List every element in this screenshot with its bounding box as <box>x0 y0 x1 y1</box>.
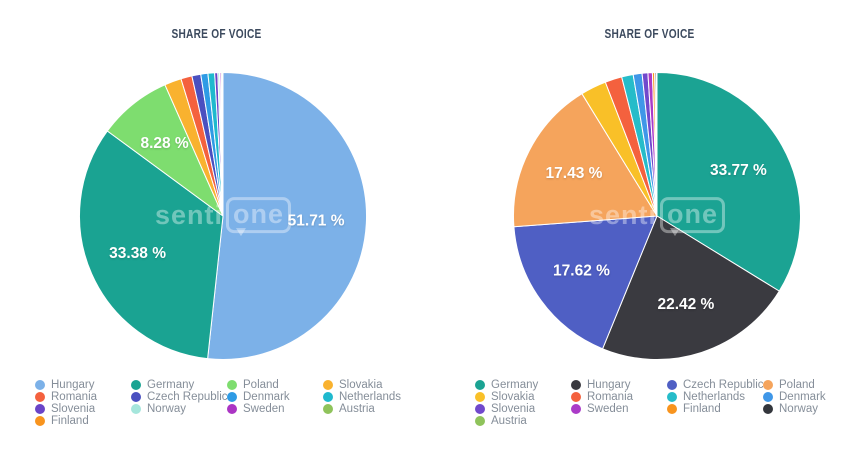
chart-title: SHARE OF VOICE <box>171 26 262 41</box>
legend-color-dot <box>323 380 333 390</box>
legend-color-dot <box>475 380 485 390</box>
legend-color-dot <box>35 392 45 402</box>
legend-item-slovakia[interactable]: Slovakia <box>475 391 571 403</box>
legend-label: Hungary <box>51 379 95 391</box>
legend-color-dot <box>35 404 45 414</box>
legend-item-poland[interactable]: Poland <box>227 379 323 391</box>
legend-label: Romania <box>587 391 634 403</box>
legend-color-dot <box>475 404 485 414</box>
pie-chart: 51.71 %33.38 %8.28 % <box>79 71 367 360</box>
pie-chart-container: 51.71 % 33.38 % 8.28 % senti one <box>78 71 368 361</box>
legend-color-dot <box>571 392 581 402</box>
legend-item-slovenia[interactable]: Slovenia <box>475 403 571 415</box>
legend-item-denmark[interactable]: Denmark <box>763 391 859 403</box>
pie-chart-container: 33.77 % 22.42 % 17.62 % 17.43 % senti one <box>512 71 802 361</box>
legend-label: Finland <box>51 415 89 427</box>
legend-label: Finland <box>683 403 721 415</box>
legend-label: Slovenia <box>491 403 536 415</box>
legend-color-dot <box>131 380 141 390</box>
pie-slice-czech-republic[interactable] <box>513 215 658 350</box>
legend-item-norway[interactable]: Norway <box>763 403 859 415</box>
legend-item-austria[interactable]: Austria <box>323 403 419 415</box>
legend-label: Czech Republic <box>147 391 228 403</box>
legend-color-dot <box>475 392 485 402</box>
legend-color-dot <box>571 380 581 390</box>
legend-color-dot <box>763 404 773 414</box>
legend-label: Netherlands <box>683 391 746 403</box>
legend-label: Czech Republic <box>683 379 764 391</box>
legend-color-dot <box>667 380 677 390</box>
legend-item-slovakia[interactable]: Slovakia <box>323 379 419 391</box>
legend-label: Netherlands <box>339 391 402 403</box>
legend-label: Slovakia <box>339 379 383 391</box>
legend-item-sweden[interactable]: Sweden <box>227 403 323 415</box>
chart-panel-right: SHARE OF VOICE 33.77 % 22.42 % 17.62 % 17.4… <box>433 0 866 473</box>
legend-color-dot <box>35 380 45 390</box>
chart-legend: Hungary Germany Poland Slovakia Romania Czech… <box>35 379 419 427</box>
legend-color-dot <box>323 404 333 414</box>
legend-item-romania[interactable]: Romania <box>35 391 131 403</box>
legend-item-romania[interactable]: Romania <box>571 391 667 403</box>
chart-panel-left: SHARE OF VOICE 51.71 % 33.38 % 8.28 % sent… <box>0 0 433 473</box>
legend-label: Norway <box>147 403 186 415</box>
legend-label: Sweden <box>243 403 285 415</box>
legend-item-poland[interactable]: Poland <box>763 379 859 391</box>
legend-item-czech-republic[interactable]: Czech Republic <box>131 391 228 403</box>
legend-color-dot <box>35 416 45 426</box>
legend-color-dot <box>763 392 773 402</box>
pie-slice-finland[interactable] <box>221 71 224 217</box>
legend-color-dot <box>667 404 677 414</box>
legend-item-germany[interactable]: Germany <box>475 379 571 391</box>
legend-label: Austria <box>339 403 375 415</box>
legend-label: Germany <box>147 379 195 391</box>
legend-label: Poland <box>243 379 279 391</box>
chart-title: SHARE OF VOICE <box>604 26 695 41</box>
legend-label: Denmark <box>243 391 290 403</box>
legend-color-dot <box>475 416 485 426</box>
pie-chart: 33.77 %22.42 %17.62 %17.43 % <box>513 71 801 360</box>
legend-item-germany[interactable]: Germany <box>131 379 227 391</box>
legend-label: Denmark <box>779 391 826 403</box>
legend-label: Slovakia <box>491 391 535 403</box>
pie-slice-austria[interactable] <box>655 71 658 217</box>
pie-slice-hungary[interactable] <box>207 72 367 360</box>
legend-label: Poland <box>779 379 815 391</box>
legend-label: Sweden <box>587 403 629 415</box>
legend-label: Germany <box>491 379 539 391</box>
pie-slice-germany[interactable] <box>656 72 801 292</box>
legend-label: Austria <box>491 415 527 427</box>
legend-item-norway[interactable]: Norway <box>131 403 227 415</box>
legend-color-dot <box>763 380 773 390</box>
legend-item-slovenia[interactable]: Slovenia <box>35 403 131 415</box>
legend-label: Romania <box>51 391 98 403</box>
legend-label: Norway <box>779 403 818 415</box>
legend-color-dot <box>227 392 237 402</box>
legend-item-netherlands[interactable]: Netherlands <box>667 391 763 403</box>
pie-slice-germany[interactable] <box>79 130 224 360</box>
legend-item-netherlands[interactable]: Netherlands <box>323 391 419 403</box>
legend-item-czech-republic[interactable]: Czech Republic <box>667 379 764 391</box>
legend-color-dot <box>131 404 141 414</box>
legend-item-denmark[interactable]: Denmark <box>227 391 323 403</box>
legend-color-dot <box>131 392 141 402</box>
legend-item-austria[interactable]: Austria <box>475 415 571 427</box>
legend-item-finland[interactable]: Finland <box>35 415 131 427</box>
legend-item-sweden[interactable]: Sweden <box>571 403 667 415</box>
legend-color-dot <box>323 392 333 402</box>
legend-label: Hungary <box>587 379 631 391</box>
chart-legend: Germany Hungary Czech Republic Poland Slovak… <box>475 379 859 427</box>
legend-item-hungary[interactable]: Hungary <box>35 379 131 391</box>
pie-slice-poland[interactable] <box>513 93 658 228</box>
legend-color-dot <box>667 392 677 402</box>
legend-item-hungary[interactable]: Hungary <box>571 379 667 391</box>
legend-label: Slovenia <box>51 403 96 415</box>
legend-color-dot <box>227 404 237 414</box>
pie-slice-hungary[interactable] <box>602 215 780 360</box>
legend-color-dot <box>227 380 237 390</box>
legend-color-dot <box>571 404 581 414</box>
legend-item-finland[interactable]: Finland <box>667 403 763 415</box>
